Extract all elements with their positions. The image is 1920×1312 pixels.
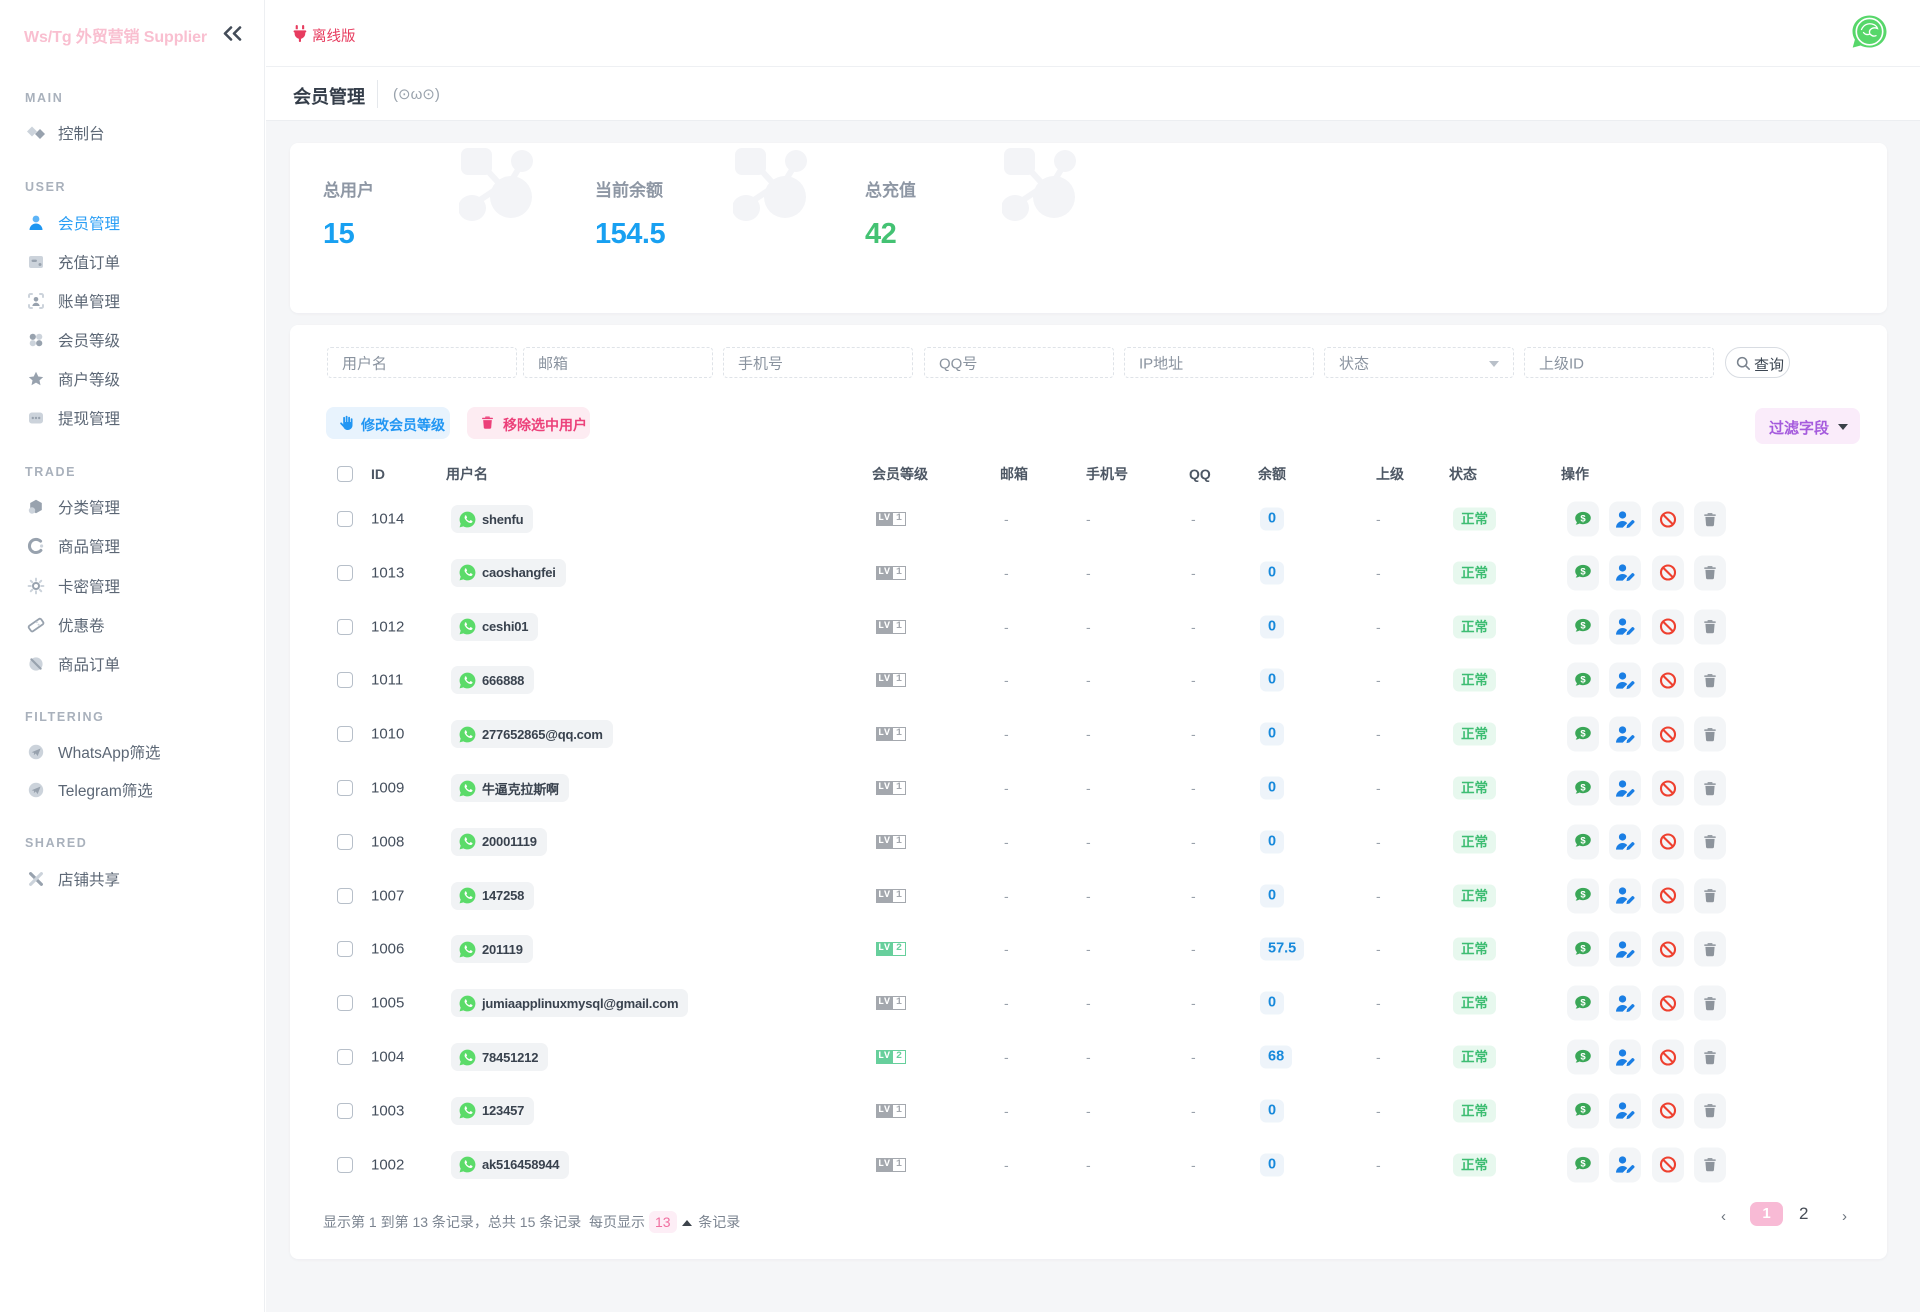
svg-text:$: $ [1580, 1158, 1586, 1169]
svg-text:$: $ [1580, 782, 1586, 793]
svg-text:$: $ [1580, 513, 1586, 524]
svg-text:$: $ [1580, 836, 1586, 847]
svg-text:$: $ [1580, 997, 1586, 1008]
svg-text:$: $ [1580, 728, 1586, 739]
svg-text:$: $ [1580, 943, 1586, 954]
svg-text:$: $ [1580, 567, 1586, 578]
svg-text:$: $ [1580, 620, 1586, 631]
svg-text:$: $ [1580, 1051, 1586, 1062]
svg-text:$: $ [1580, 674, 1586, 685]
svg-text:$: $ [1580, 1105, 1586, 1116]
svg-text:$: $ [1580, 889, 1586, 900]
